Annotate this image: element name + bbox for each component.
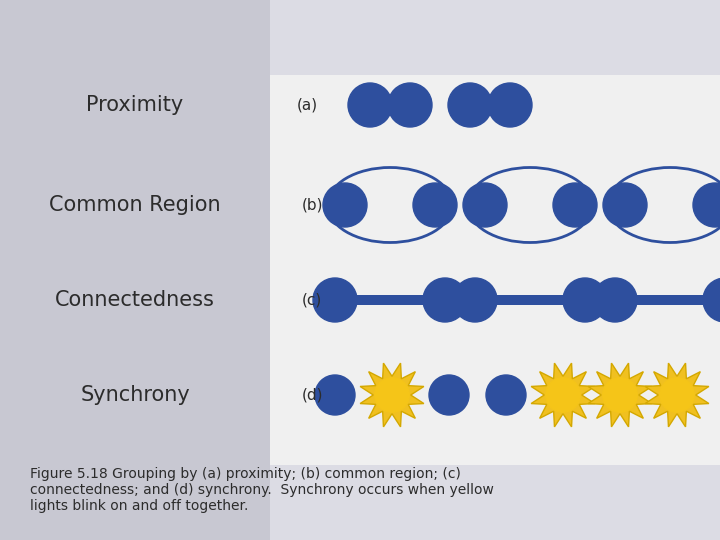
Polygon shape xyxy=(531,363,595,427)
Circle shape xyxy=(603,377,637,412)
Text: Synchrony: Synchrony xyxy=(80,385,190,405)
Text: Common Region: Common Region xyxy=(49,195,221,215)
Bar xyxy=(335,295,445,305)
Circle shape xyxy=(703,278,720,322)
Polygon shape xyxy=(588,363,652,427)
Circle shape xyxy=(553,183,597,227)
Text: Proximity: Proximity xyxy=(86,95,184,115)
Bar xyxy=(475,295,585,305)
Text: (c): (c) xyxy=(302,293,323,307)
Circle shape xyxy=(563,278,607,322)
Circle shape xyxy=(453,278,497,322)
Circle shape xyxy=(315,375,355,415)
Polygon shape xyxy=(645,363,709,427)
Circle shape xyxy=(693,183,720,227)
Circle shape xyxy=(546,377,580,412)
Circle shape xyxy=(348,83,392,127)
Text: (a): (a) xyxy=(297,98,318,112)
Circle shape xyxy=(603,183,647,227)
Circle shape xyxy=(593,278,637,322)
Text: (b): (b) xyxy=(302,198,323,213)
Bar xyxy=(0,0,270,540)
Circle shape xyxy=(660,377,694,412)
Circle shape xyxy=(313,278,357,322)
Bar xyxy=(270,75,720,465)
Circle shape xyxy=(486,375,526,415)
Text: Figure 5.18 Grouping by (a) proximity; (b) common region; (c)
connectedness; and: Figure 5.18 Grouping by (a) proximity; (… xyxy=(30,467,494,513)
Circle shape xyxy=(413,183,457,227)
Circle shape xyxy=(388,83,432,127)
Circle shape xyxy=(448,83,492,127)
Circle shape xyxy=(463,183,507,227)
Bar xyxy=(615,295,720,305)
Circle shape xyxy=(429,375,469,415)
Text: (d): (d) xyxy=(302,388,323,402)
Polygon shape xyxy=(360,363,424,427)
Circle shape xyxy=(323,183,367,227)
Circle shape xyxy=(374,377,409,412)
Circle shape xyxy=(423,278,467,322)
Circle shape xyxy=(488,83,532,127)
Text: Connectedness: Connectedness xyxy=(55,290,215,310)
